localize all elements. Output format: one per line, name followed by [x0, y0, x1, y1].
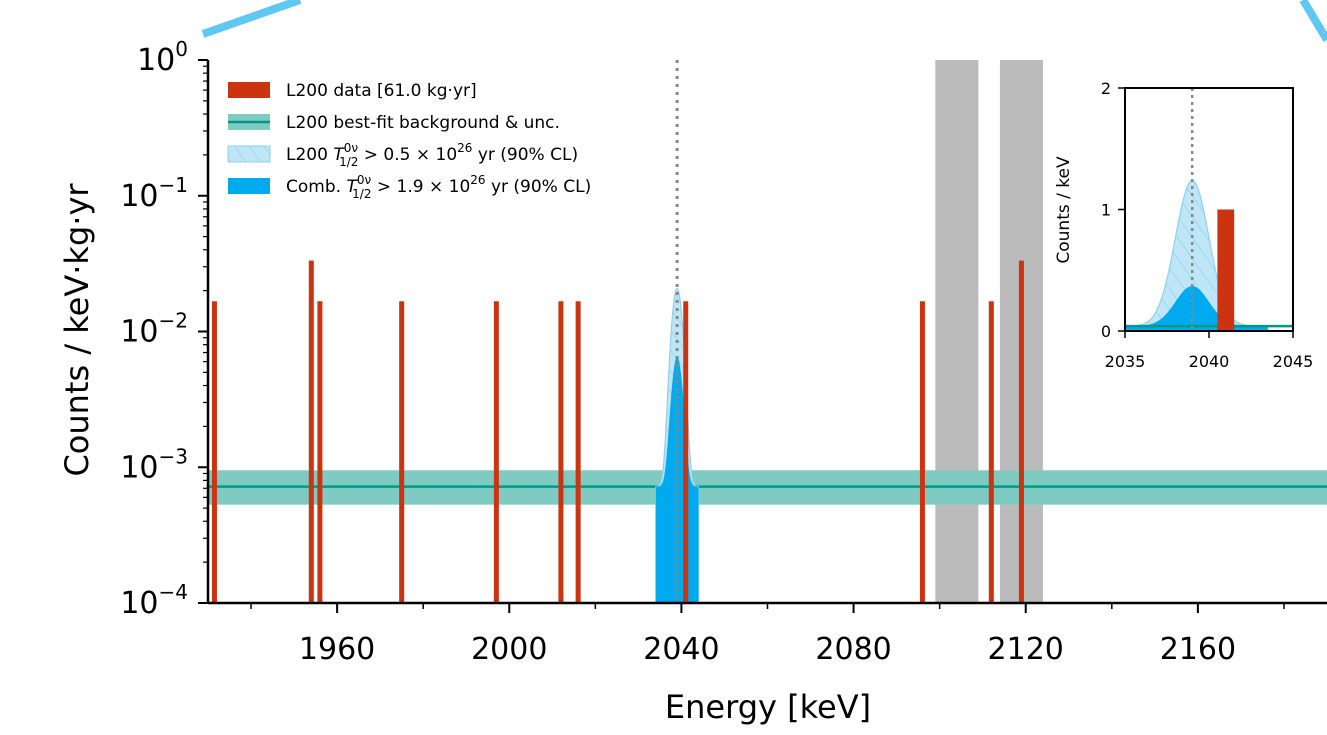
inset-data-bar: [1217, 209, 1235, 331]
x-axis-label: Energy [keV]: [665, 688, 871, 726]
plot-clip-group: [208, 60, 1327, 603]
main-plot: 1960 2000 2040 2080 2120 2160 100 10−1 10−2 10−3 1…: [120, 37, 1327, 667]
y-tick-label: 10−3: [120, 444, 188, 485]
legend: L200 data [61.0 kg·yr] L200 best-fit back…: [227, 81, 591, 201]
inset-plot: 2035 2040 2045 0 1 2 Counts / keV: [1054, 79, 1313, 371]
inset-clip-group: [1125, 88, 1293, 331]
x-tick-label: 2080: [815, 632, 891, 667]
x-tick-label: 2040: [643, 632, 719, 667]
inset-y-tick-label: 2: [1101, 79, 1111, 98]
data-bar: [211, 301, 217, 603]
x-tick-label: 1960: [299, 632, 375, 667]
x-tick-label: 2160: [1160, 632, 1236, 667]
x-tick-label: 2120: [988, 632, 1064, 667]
data-bar: [1018, 260, 1024, 603]
y-tick-label: 10−4: [120, 580, 188, 621]
y-axis-label: Counts / keV·kg·yr: [58, 183, 96, 477]
inset-x-tick-label: 2035: [1105, 352, 1146, 371]
data-bar: [683, 301, 689, 603]
inset-y-tick-label: 0: [1101, 322, 1111, 341]
inset-x-tick-label: 2040: [1189, 352, 1230, 371]
x-tick-label: 2000: [471, 632, 547, 667]
y-tick-label: 10−2: [120, 309, 188, 350]
data-bar: [988, 301, 994, 603]
data-bar: [399, 301, 405, 603]
legend-swatch-l200-signal: [227, 145, 271, 163]
inset-y-axis-label: Counts / keV: [1054, 156, 1074, 264]
legend-swatch-data: [228, 82, 270, 98]
data-bar: [575, 301, 581, 603]
data-bar: [317, 301, 323, 603]
legend-label: L200 T0ν 1/2 > 0.5 × 1026 yr (90% CL): [286, 141, 578, 169]
legend-label: L200 best-fit background & unc.: [286, 113, 560, 133]
inset-comb-signal-peak: [1125, 286, 1268, 331]
data-bar: [558, 301, 564, 603]
data-bar: [493, 301, 499, 603]
inset-x-tick-label: 2045: [1273, 352, 1314, 371]
data-bar: [308, 260, 314, 603]
y-tick-label: 100: [137, 37, 188, 78]
y-tick-label: 10−1: [120, 173, 188, 214]
excluded-region: [935, 60, 979, 603]
decor-line-right: [1299, 0, 1327, 43]
legend-label: L200 data [61.0 kg·yr]: [286, 81, 477, 101]
inset-y-tick-label: 1: [1101, 201, 1111, 220]
data-bar: [919, 301, 925, 603]
legend-label: Comb. T0ν 1/2 > 1.9 × 1026 yr (90% CL): [286, 173, 591, 201]
decor-line-left: [201, 0, 302, 38]
legend-swatch-comb-signal: [228, 178, 270, 194]
